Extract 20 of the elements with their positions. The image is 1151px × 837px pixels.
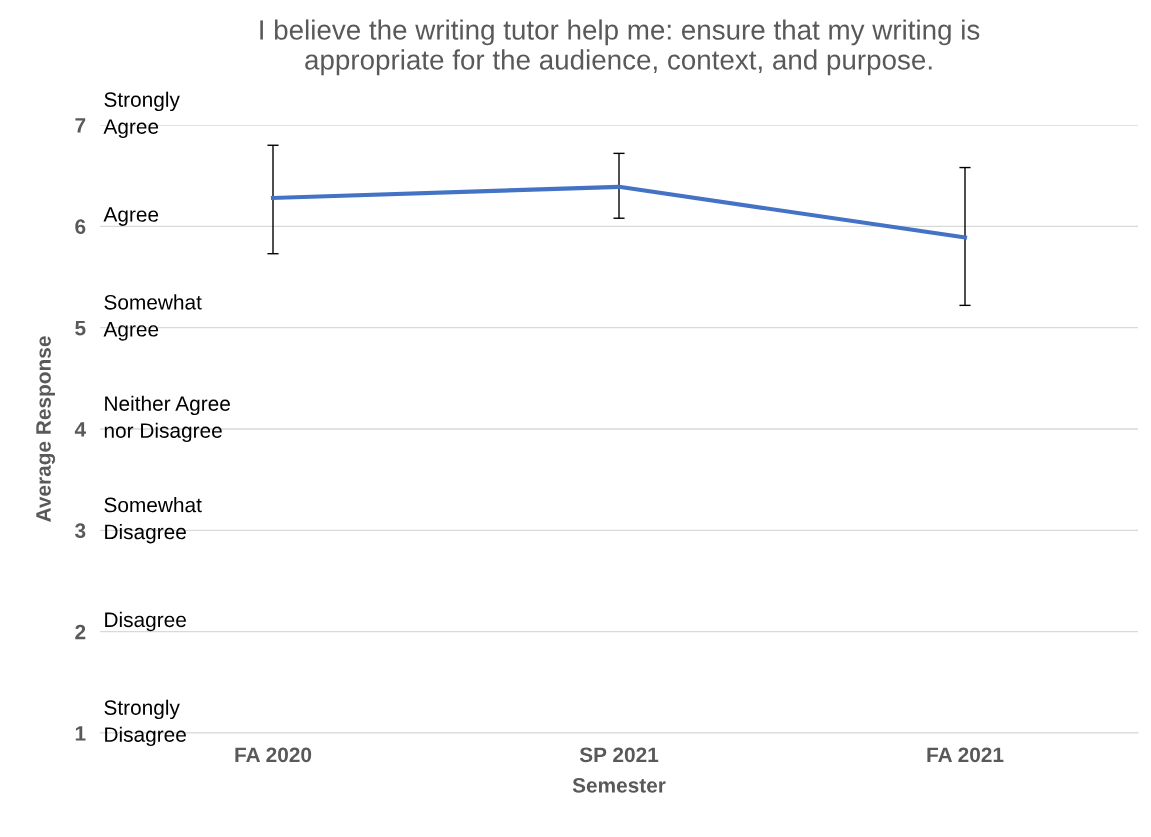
y-tick-label: 4 bbox=[74, 422, 86, 437]
y-tick-label: 7 bbox=[75, 118, 86, 133]
y-tick-label: 2 bbox=[75, 624, 86, 640]
annotation: Somewhat Disagree bbox=[104, 497, 202, 544]
chart-title: I believe the writing tutor help me: ensure that my writing is appropriate for the audience, context, and purpose. bbox=[260, 19, 980, 76]
x-tick-label: FA 2021 bbox=[927, 747, 1004, 763]
y-axis-title: Average Response bbox=[36, 336, 56, 522]
x-axis-title: Semester bbox=[572, 777, 666, 793]
annotation: Agree bbox=[103, 207, 159, 226]
annotation: Strongly Agree bbox=[103, 91, 180, 139]
x-tick-label: SP 2021 bbox=[579, 747, 659, 763]
annotation: Strongly Disagree bbox=[104, 699, 186, 747]
x-tick-label: FA 2020 bbox=[235, 747, 312, 763]
y-tick-label: 5 bbox=[75, 320, 86, 336]
y-tick-label: 3 bbox=[75, 523, 86, 539]
annotation: Somewhat Agree bbox=[103, 294, 202, 341]
y-tick-label: 1 bbox=[75, 726, 86, 741]
annotation: Disagree bbox=[105, 611, 186, 632]
annotation: Neither Agree nor Disagree bbox=[104, 395, 230, 443]
y-tick-label: 6 bbox=[75, 219, 86, 235]
